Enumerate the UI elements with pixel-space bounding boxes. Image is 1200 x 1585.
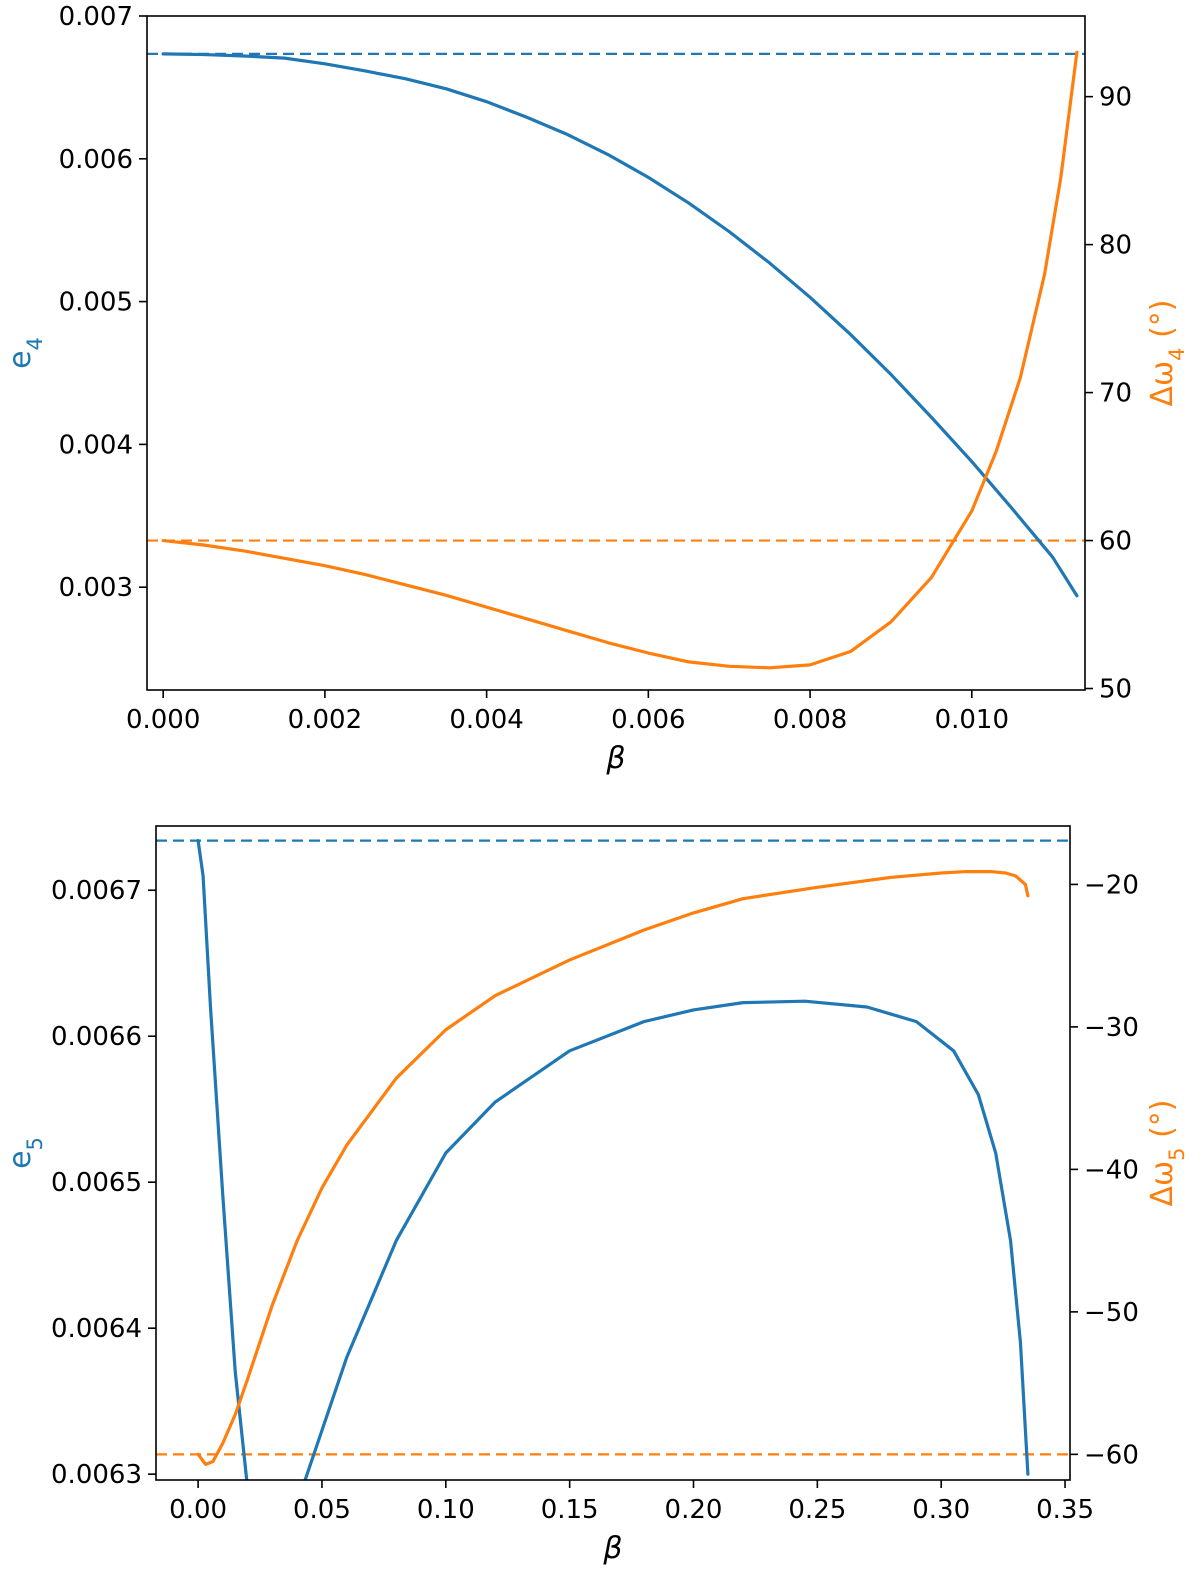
top-y-left-tick-label: 0.007 bbox=[59, 2, 133, 32]
bottom-y-left-tick-label: 0.0063 bbox=[51, 1460, 142, 1490]
top-y-right-tick-label: 80 bbox=[1099, 231, 1132, 261]
bottom-y-left-axis-label: e5 bbox=[3, 1137, 47, 1169]
bottom-x-tick-label: 0.05 bbox=[293, 1495, 351, 1525]
bottom-x-tick-label: 0.35 bbox=[1036, 1495, 1094, 1525]
top-plot-area bbox=[147, 50, 1085, 670]
bottom-y-right-axis-label: Δω5 (°) bbox=[1145, 1100, 1189, 1207]
top-y-right-tick-label: 70 bbox=[1099, 379, 1132, 409]
top-x-tick-label: 0.006 bbox=[611, 705, 685, 735]
top-y-right-tick-label: 90 bbox=[1099, 83, 1132, 113]
top-y-left-tick-label: 0.003 bbox=[59, 573, 133, 603]
bottom-x-tick-label: 0.00 bbox=[169, 1495, 227, 1525]
top-panel: 0.000 0.002 0.004 0.006 0.008 0.010 0.003 0.004… bbox=[3, 2, 1189, 776]
bottom-y-left-tick-label: 0.0065 bbox=[51, 1168, 142, 1198]
top-x-tick-label: 0.008 bbox=[773, 705, 847, 735]
bottom-plot-area bbox=[156, 838, 1070, 1480]
bottom-x-tick-label: 0.25 bbox=[788, 1495, 846, 1525]
top-y-left-axis-label: e4 bbox=[3, 337, 47, 369]
bottom-y-right-tick-label: −20 bbox=[1084, 870, 1139, 900]
top-y-right-axis-label: Δω4 (°) bbox=[1145, 300, 1189, 407]
top-y-right-tick-label: 60 bbox=[1099, 527, 1132, 557]
top-x-tick-label: 0.002 bbox=[288, 705, 362, 735]
bottom-series-delta-omega-line bbox=[196, 869, 1030, 1466]
top-y-left-tick-label: 0.005 bbox=[59, 288, 133, 318]
bottom-x-tick-label: 0.15 bbox=[541, 1495, 599, 1525]
top-series-eccentricity-line bbox=[161, 52, 1079, 598]
top-y-left-tick-label: 0.004 bbox=[59, 430, 133, 460]
bottom-x-tick-label: 0.30 bbox=[912, 1495, 970, 1525]
bottom-series-eccentricity-line bbox=[196, 838, 1030, 1480]
top-axes-frame bbox=[146, 15, 1086, 691]
bottom-axes-frame bbox=[155, 825, 1071, 1481]
bottom-y-left-tick-label: 0.0064 bbox=[51, 1314, 142, 1344]
bottom-y-right-tick-label: −30 bbox=[1084, 1013, 1139, 1043]
top-x-tick-label: 0.004 bbox=[449, 705, 523, 735]
top-x-tick-label: 0.010 bbox=[935, 705, 1009, 735]
top-series-delta-omega-line bbox=[161, 50, 1079, 670]
bottom-x-axis-label: β bbox=[602, 1531, 622, 1566]
top-y-left-tick-label: 0.006 bbox=[59, 145, 133, 175]
top-x-tick-label: 0.000 bbox=[126, 705, 200, 735]
bottom-x-tick-label: 0.10 bbox=[417, 1495, 475, 1525]
bottom-x-tick-label: 0.20 bbox=[665, 1495, 723, 1525]
bottom-y-right-tick-label: −40 bbox=[1084, 1155, 1139, 1185]
bottom-panel: 0.00 0.05 0.10 0.15 0.20 0.25 0.30 0.35 0.0063 0.… bbox=[3, 825, 1189, 1566]
bottom-y-left-tick-label: 0.0067 bbox=[51, 876, 142, 906]
bottom-y-right-tick-label: −50 bbox=[1084, 1298, 1139, 1328]
bottom-y-right-tick-label: −60 bbox=[1084, 1440, 1139, 1470]
top-x-axis-label: β bbox=[605, 741, 625, 776]
top-y-right-tick-label: 50 bbox=[1099, 675, 1132, 705]
bottom-y-left-tick-label: 0.0066 bbox=[51, 1022, 142, 1052]
